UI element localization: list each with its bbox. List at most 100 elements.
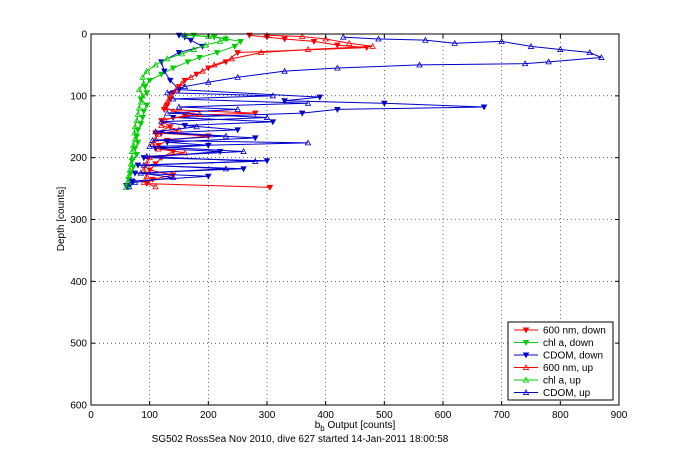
data-point [304,99,312,106]
data-point [161,103,168,110]
data-point [143,153,151,159]
data-point [557,46,564,52]
series-cdom-up [125,33,605,190]
x-tick-label: 900 [611,410,628,421]
data-point [152,128,159,135]
data-point [234,106,241,112]
data-point [166,92,174,99]
data-point [163,89,171,96]
data-point [127,160,135,167]
data-point [304,46,312,52]
data-point [216,37,224,44]
data-point [149,136,156,143]
legend-entry: CDOM, down [514,351,603,362]
x-tick-label: 800 [552,410,569,421]
data-point [140,108,148,115]
data-point [178,80,186,86]
data-point [128,178,136,185]
data-point [334,64,341,71]
legend-label: CDOM, up [543,388,591,399]
data-point [237,38,244,45]
legend-marker [522,327,530,334]
legend-label: chl a, down [543,338,594,349]
data-point [158,71,165,78]
legend-label: 600 nm, up [543,363,593,374]
data-point [205,33,212,39]
legend-marker [522,376,530,383]
y-axis-label: Depth [counts] [56,187,67,252]
x-tick-label: 700 [493,410,510,421]
data-point [140,166,148,173]
legend-label: 600 nm, down [543,326,606,337]
data-point [234,127,241,134]
data-point [181,83,189,90]
data-point [598,54,605,60]
data-point [178,50,186,57]
data-point [125,183,133,190]
y-tick-label: 400 [70,277,87,288]
data-point [175,126,183,133]
data-point [175,50,183,56]
data-point [422,36,429,43]
data-point [146,143,153,150]
data-point [152,135,159,142]
series-chl-a-up [122,31,230,190]
data-point [193,123,200,130]
data-point [251,157,259,164]
legend-entry: chl a, up [514,376,581,387]
data-point [181,31,189,38]
legend-label: chl a, up [543,376,581,387]
x-tick-label: 300 [259,410,276,421]
data-point [140,161,148,168]
legend-label: CDOM, down [543,351,603,362]
data-point [155,142,162,149]
data-point [322,35,329,42]
data-point [143,67,151,74]
data-point [205,78,212,85]
data-point [125,172,132,179]
data-point [240,148,247,154]
data-point [240,166,247,173]
data-point [131,178,139,185]
data-point [158,122,165,128]
data-point [187,37,195,44]
data-point [228,55,236,62]
data-point [281,36,288,43]
data-point [163,55,171,62]
data-point [375,35,382,42]
data-point [134,110,142,117]
data-point [131,135,139,142]
data-point [152,61,159,68]
data-point [139,73,146,80]
data-point [281,67,288,74]
data-point [480,104,488,111]
series-600-nm-up [140,31,376,190]
data-point [334,106,341,113]
data-point [213,50,221,56]
data-point [334,42,341,49]
data-point [140,80,148,86]
series-line [128,34,242,186]
data-point [190,46,197,52]
data-point [498,37,505,44]
data-point [586,49,593,56]
data-point [263,158,271,165]
data-point [161,68,168,75]
data-point [381,100,388,107]
data-point [163,98,171,105]
data-point [152,183,159,190]
data-point [133,152,141,158]
legend-marker [522,364,530,370]
data-point [137,98,145,105]
data-point [202,41,209,48]
data-point [124,178,131,185]
data-point [304,139,312,146]
data-point [222,34,230,41]
data-point [140,178,148,185]
data-point [131,129,138,136]
data-point [545,58,552,65]
data-point [137,169,145,176]
data-point [131,170,139,177]
data-point [316,94,324,101]
data-point [298,110,306,117]
